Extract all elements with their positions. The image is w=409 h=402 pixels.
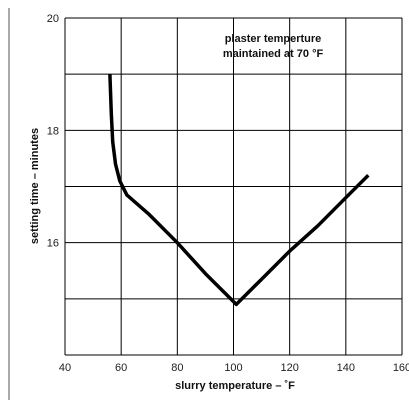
y-tick-label: 18 <box>47 125 59 137</box>
x-tick-label: 120 <box>280 362 298 374</box>
series-line-0 <box>108 74 370 307</box>
labels: 40 60 80 100 120 140 160 16 18 20 <box>47 13 409 374</box>
x-tick-label: 60 <box>115 362 127 374</box>
x-tick-label: 100 <box>224 362 242 374</box>
x-axis-title: slurry temperature – ˚F <box>175 380 295 392</box>
y-tick-label: 16 <box>47 238 59 250</box>
marks <box>108 74 370 307</box>
y-tick-label: 20 <box>47 13 59 25</box>
x-tick-label: 160 <box>393 362 409 374</box>
grid <box>64 17 403 356</box>
x-tick-label: 40 <box>59 362 71 374</box>
y-axis-title: setting time – minutes <box>29 128 41 244</box>
annotation-line-1: plaster temperture <box>225 33 322 45</box>
x-tick-label: 140 <box>337 362 355 374</box>
annotation-line-2: maintained at 70 °F <box>223 48 324 60</box>
x-tick-label: 80 <box>171 362 183 374</box>
